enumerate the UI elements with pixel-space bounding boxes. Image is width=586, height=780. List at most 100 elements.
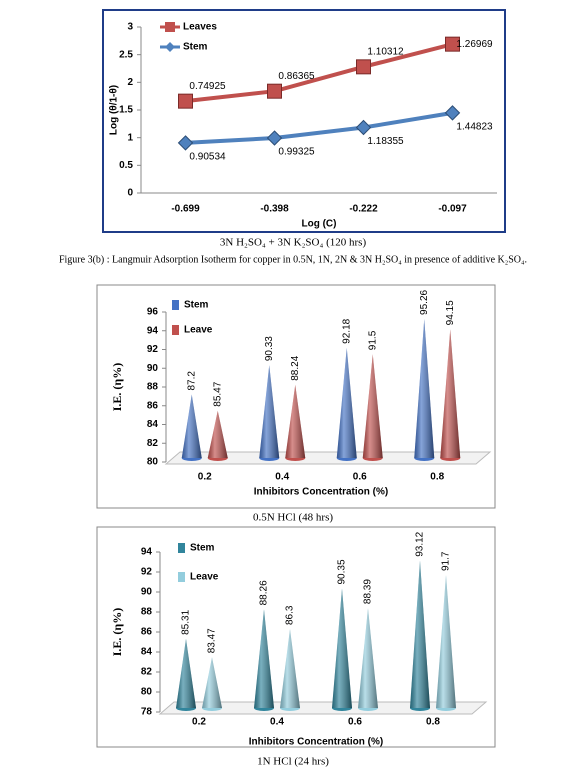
y-tick-label: 0.5: [119, 160, 133, 171]
y-tick-label: 94: [141, 547, 153, 558]
legend-marker: [178, 572, 185, 582]
chart-caption: 0.5N HCl (48 hrs): [253, 512, 333, 524]
data-line: [185, 42, 453, 104]
x-tick-label: 0.6: [353, 472, 367, 483]
x-axis-label: Log (C): [302, 219, 337, 230]
marker: [356, 59, 371, 75]
cone-shade: [410, 560, 430, 708]
y-axis-label: I.E. (η%): [110, 363, 124, 411]
y-tick-label: 0: [127, 188, 133, 199]
y-tick-label: 82: [141, 667, 153, 678]
x-tick-label: 0.8: [426, 717, 440, 728]
data-label: 83.47: [207, 628, 218, 653]
chart-caption: 3N H₂SO₄ + 3N K₂SO₄ (120 hrs): [220, 237, 367, 249]
y-tick-label: 88: [141, 607, 153, 618]
marker: [266, 130, 283, 146]
data-label: 0.86365: [278, 71, 315, 82]
y-tick-label: 94: [147, 325, 159, 336]
cone-shade: [181, 394, 202, 458]
y-axis-label: I.E. (η%): [110, 608, 124, 656]
data-label: 85.31: [181, 609, 192, 634]
x-tick-label: -0.097: [438, 204, 467, 215]
data-label: 88.26: [259, 580, 270, 605]
data-label: 85.47: [212, 381, 223, 406]
data-label: 1.44823: [456, 122, 493, 133]
marker: [355, 119, 372, 136]
y-tick-label: 80: [147, 457, 159, 468]
cone-shade: [336, 347, 357, 458]
data-label: 90.35: [337, 559, 348, 584]
marker: [444, 105, 461, 121]
x-tick-label: 0.4: [270, 717, 284, 728]
cone-shade: [207, 410, 228, 458]
cone-shade: [332, 588, 352, 708]
data-label: 91.5: [367, 330, 378, 350]
legend-label: Leaves: [183, 22, 217, 33]
x-tick-label: -0.398: [260, 204, 289, 215]
y-tick-label: 80: [141, 687, 153, 698]
marker: [267, 83, 282, 99]
x-tick-label: 0.2: [198, 472, 212, 483]
y-tick-label: 90: [141, 587, 153, 598]
cone-shade: [362, 354, 383, 458]
cone-shade: [440, 329, 461, 458]
y-tick-label: 2.5: [119, 49, 133, 60]
data-label: 92.18: [341, 318, 352, 343]
cone-shade: [176, 638, 196, 708]
y-tick-label: 78: [141, 707, 153, 718]
data-label: 91.7: [441, 551, 452, 571]
cone-shade: [414, 318, 435, 458]
x-tick-label: 0.4: [275, 472, 289, 483]
figure-caption: Figure 3(b) : Langmuir Adsorption Isothe…: [59, 254, 527, 265]
legend-label: Stem: [190, 543, 215, 554]
cone-shade: [254, 609, 274, 708]
y-tick-label: 3: [127, 22, 133, 33]
x-tick-label: -0.222: [349, 204, 378, 215]
data-label: 86.3: [285, 605, 296, 625]
data-label: 90.33: [264, 336, 275, 361]
cone-shade: [358, 608, 378, 708]
chart-caption: 1N HCl (24 hrs): [257, 756, 329, 768]
data-label: 95.26: [419, 289, 430, 314]
y-tick-label: 92: [141, 567, 153, 578]
data-label: 88.24: [290, 355, 301, 380]
chart-frame: [102, 9, 506, 233]
y-tick-label: 82: [147, 438, 159, 449]
cone-shade: [280, 629, 300, 708]
cone-shade: [285, 384, 306, 458]
data-label: 1.10312: [367, 46, 404, 57]
floor: [164, 451, 492, 465]
legend-marker: [172, 325, 179, 335]
legend-label: Stem: [184, 300, 209, 311]
marker: [177, 135, 194, 151]
legend-label: Stem: [183, 42, 208, 53]
y-tick-label: 96: [147, 307, 159, 318]
y-tick-label: 1.5: [119, 105, 133, 116]
y-tick-label: 84: [147, 419, 159, 430]
cone-shade: [436, 575, 456, 708]
data-label: 0.90534: [189, 152, 226, 163]
legend-label: Leave: [184, 325, 213, 336]
data-label: 94.15: [445, 300, 456, 325]
x-tick-label: 0.2: [192, 717, 206, 728]
legend-label: Leave: [190, 572, 219, 583]
cone-shade: [202, 657, 222, 708]
legend-marker: [172, 300, 179, 310]
cone-shade: [259, 365, 280, 458]
y-tick-label: 2: [127, 77, 133, 88]
floor: [158, 701, 488, 715]
legend-marker: [165, 22, 175, 32]
y-tick-label: 92: [147, 344, 159, 355]
y-tick-label: 88: [147, 382, 159, 393]
x-tick-label: 0.6: [348, 717, 362, 728]
y-axis-label: Log (θ/1-θ): [109, 85, 120, 135]
x-tick-label: -0.699: [171, 204, 200, 215]
data-line: [185, 110, 453, 145]
legend-marker: [165, 42, 175, 52]
marker: [178, 93, 193, 109]
x-tick-label: 0.8: [430, 472, 444, 483]
data-label: 0.99325: [278, 147, 315, 158]
data-label: 87.2: [186, 371, 197, 391]
